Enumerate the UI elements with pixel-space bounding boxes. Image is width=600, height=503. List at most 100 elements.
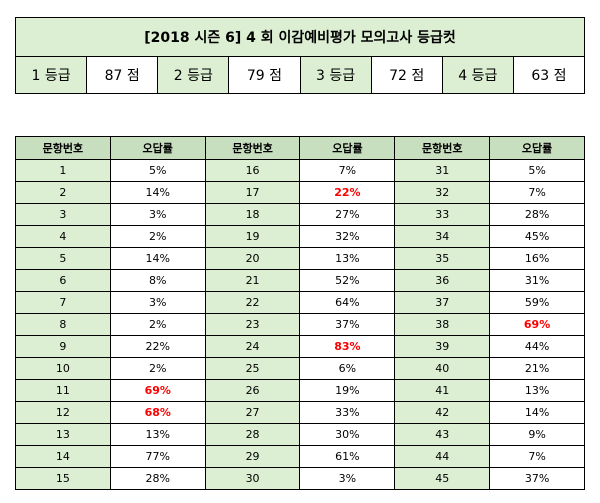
error-rate: 27%: [299, 203, 396, 226]
question-number: 30: [204, 467, 301, 490]
question-number: 20: [204, 247, 301, 270]
grade-row: 1 등급 87 점 2 등급 79 점 3 등급 72 점 4 등급 63 점: [14, 56, 586, 94]
question-number: 8: [15, 313, 111, 336]
error-rate: 9%: [489, 423, 585, 446]
header-question-number: 문항번호: [15, 136, 111, 160]
question-number: 44: [394, 445, 491, 468]
error-rate: 32%: [299, 225, 396, 248]
error-rate: 44%: [489, 335, 585, 358]
question-number: 3: [15, 203, 111, 226]
question-number: 4: [15, 225, 111, 248]
grade-3-label: 3 등급: [299, 56, 372, 94]
error-rate: 31%: [489, 269, 585, 292]
table-row: 14 77% 29 61% 44 7%: [15, 445, 585, 468]
question-number: 22: [204, 291, 301, 314]
question-number: 14: [15, 445, 111, 468]
error-rate: 37%: [299, 313, 396, 336]
error-rate: 14%: [109, 247, 206, 270]
question-number: 9: [15, 335, 111, 358]
table-row: 4 2% 19 32% 34 45%: [15, 225, 585, 248]
question-number: 18: [204, 203, 301, 226]
question-number: 37: [394, 291, 491, 314]
table-row: 7 3% 22 64% 37 59%: [15, 291, 585, 314]
header-error-rate: 오답률: [299, 136, 396, 160]
error-rate: 59%: [489, 291, 585, 314]
error-rate: 13%: [109, 423, 206, 446]
table-row: 15 28% 30 3% 45 37%: [15, 467, 585, 490]
table-row: 2 14% 17 22% 32 7%: [15, 181, 585, 204]
table-row: 3 3% 18 27% 33 28%: [15, 203, 585, 226]
error-rate-highlight: 69%: [489, 313, 585, 336]
question-number: 23: [204, 313, 301, 336]
grade-4-label: 4 등급: [441, 56, 514, 94]
question-number: 32: [394, 181, 491, 204]
error-rate: 52%: [299, 269, 396, 292]
question-number: 27: [204, 401, 301, 424]
question-number: 41: [394, 379, 491, 402]
error-rate: 33%: [299, 401, 396, 424]
error-rate: 5%: [109, 159, 206, 182]
error-rate: 5%: [489, 159, 585, 182]
question-number: 34: [394, 225, 491, 248]
question-number: 16: [204, 159, 301, 182]
error-rate: 30%: [299, 423, 396, 446]
error-rate: 45%: [489, 225, 585, 248]
error-rate: 14%: [109, 181, 206, 204]
error-rate: 13%: [489, 379, 585, 402]
question-number: 35: [394, 247, 491, 270]
error-rate: 7%: [489, 181, 585, 204]
error-rate: 7%: [489, 445, 585, 468]
error-rate-highlight: 69%: [109, 379, 206, 402]
error-rate: 3%: [109, 203, 206, 226]
error-rate: 2%: [109, 357, 206, 380]
question-number: 24: [204, 335, 301, 358]
question-number: 45: [394, 467, 491, 490]
question-number: 28: [204, 423, 301, 446]
grade-1-label: 1 등급: [14, 56, 88, 94]
error-rate: 2%: [109, 313, 206, 336]
question-number: 29: [204, 445, 301, 468]
error-rate: 7%: [299, 159, 396, 182]
question-number: 11: [15, 379, 111, 402]
error-rate: 3%: [109, 291, 206, 314]
question-number: 33: [394, 203, 491, 226]
question-number: 5: [15, 247, 111, 270]
question-number: 10: [15, 357, 111, 380]
question-number: 6: [15, 269, 111, 292]
table-row: 5 14% 20 13% 35 16%: [15, 247, 585, 270]
table-row: 8 2% 23 37% 38 69%: [15, 313, 585, 336]
table-row: 13 13% 28 30% 43 9%: [15, 423, 585, 446]
error-rate: 16%: [489, 247, 585, 270]
grade-1-score: 87 점: [86, 56, 159, 94]
question-number: 36: [394, 269, 491, 292]
error-rate-highlight: 68%: [109, 401, 206, 424]
header-error-rate: 오답률: [489, 136, 585, 160]
error-rate: 22%: [109, 335, 206, 358]
grade-2-score: 79 점: [228, 56, 301, 94]
error-rate: 64%: [299, 291, 396, 314]
question-number: 38: [394, 313, 491, 336]
error-rate: 6%: [299, 357, 396, 380]
header-question-number: 문항번호: [394, 136, 491, 160]
table-row: 10 2% 25 6% 40 21%: [15, 357, 585, 380]
question-number: 39: [394, 335, 491, 358]
question-number: 1: [15, 159, 111, 182]
table-row: 11 69% 26 19% 41 13%: [15, 379, 585, 402]
table-row: 1 5% 16 7% 31 5%: [15, 159, 585, 182]
error-rate: 2%: [109, 225, 206, 248]
grade-4-score: 63 점: [512, 56, 586, 94]
error-rate: 77%: [109, 445, 206, 468]
error-rate-header: 문항번호 오답률 문항번호 오답률 문항번호 오답률: [15, 136, 585, 160]
error-rate: 8%: [109, 269, 206, 292]
question-number: 7: [15, 291, 111, 314]
error-rate-highlight: 83%: [299, 335, 396, 358]
error-rate: 14%: [489, 401, 585, 424]
grade-2-label: 2 등급: [157, 56, 230, 94]
table-row: 6 8% 21 52% 36 31%: [15, 269, 585, 292]
header-error-rate: 오답률: [109, 136, 206, 160]
error-rate: 21%: [489, 357, 585, 380]
error-rate-table: 문항번호 오답률 문항번호 오답률 문항번호 오답률 1 5% 16 7% 31 5% 2 1…: [15, 136, 585, 490]
error-rate-highlight: 22%: [299, 181, 396, 204]
header-question-number: 문항번호: [204, 136, 301, 160]
error-rate: 61%: [299, 445, 396, 468]
